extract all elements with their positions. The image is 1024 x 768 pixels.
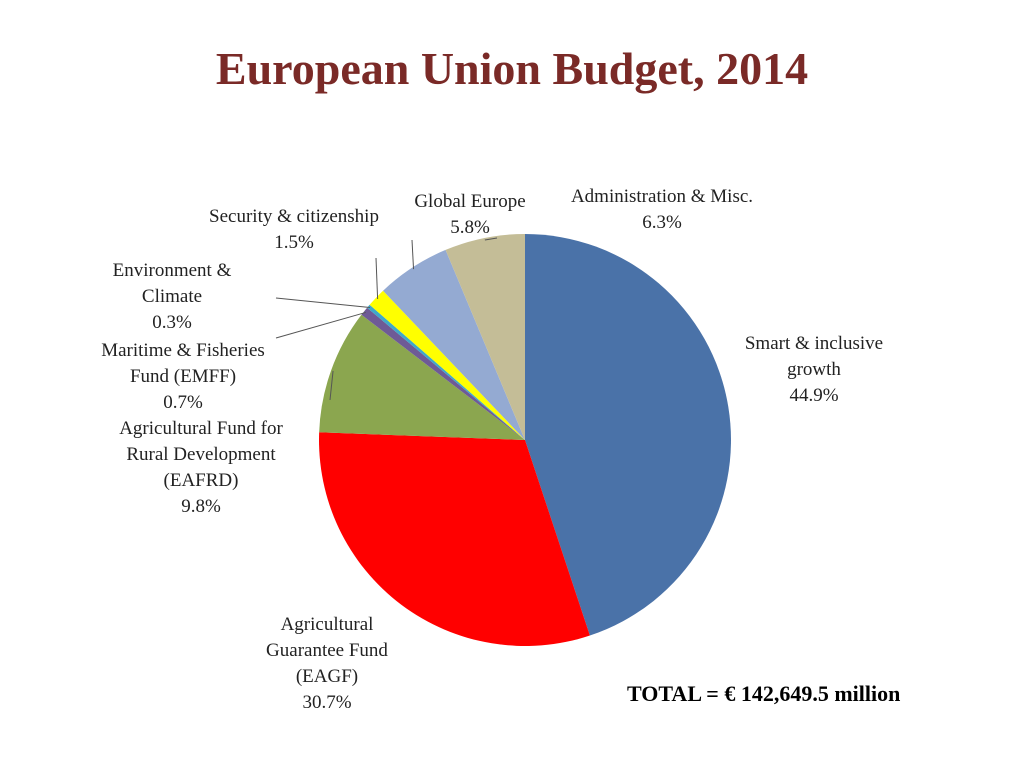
- slice-label-line: 9.8%: [181, 496, 221, 517]
- slice-label-line: growth: [787, 359, 841, 380]
- slice-label-line: Global Europe: [414, 191, 525, 212]
- slice-label-3: Maritime & Fisheries Fund (EMFF) 0.7%: [101, 340, 265, 413]
- pie-slice-0: [525, 234, 731, 636]
- pie-slice-7: [445, 234, 525, 440]
- pie-slice-6: [383, 249, 525, 440]
- pie-slices: [319, 234, 731, 646]
- slice-labels: Smart & inclusive growth 44.9% Agricultural…: [101, 186, 883, 713]
- slice-label-line: Maritime & Fisheries: [101, 340, 265, 361]
- slice-label-line: (EAGF): [296, 666, 358, 687]
- slice-label-line: (EAFRD): [164, 470, 239, 491]
- pie-slice-3: [361, 307, 525, 440]
- slice-label-0: Smart & inclusive growth 44.9%: [745, 333, 883, 406]
- slice-label-line: 6.3%: [642, 212, 682, 233]
- slice-label-line: 44.9%: [789, 385, 838, 406]
- slice-label-2: Agricultural Fund for Rural Development (E…: [119, 418, 283, 517]
- leader-lines: [275, 237, 498, 401]
- slice-label-5: Security & citizenship 1.5%: [209, 206, 379, 253]
- slice-label-line: Guarantee Fund: [266, 640, 388, 661]
- slice-label-line: 0.7%: [163, 392, 203, 413]
- slice-label-line: Security & citizenship: [209, 206, 379, 227]
- slice-label-line: 30.7%: [302, 692, 351, 713]
- pie-slice-2: [319, 314, 525, 440]
- slice-label-line: 1.5%: [274, 232, 314, 253]
- leader-line-6: [411, 239, 415, 270]
- pie-slice-4: [367, 304, 525, 440]
- pie-slice-5: [369, 290, 525, 440]
- slice-label-6: Global Europe 5.8%: [414, 191, 525, 238]
- slice-label-line: Agricultural Fund for: [119, 418, 283, 439]
- slice-label-line: Environment &: [113, 260, 232, 281]
- slice-label-line: Climate: [142, 286, 202, 307]
- slice-label-line: Smart & inclusive: [745, 333, 883, 354]
- slice-label-line: Administration & Misc.: [571, 186, 753, 207]
- slice-label-7: Administration & Misc. 6.3%: [571, 186, 753, 233]
- slice-label-line: 0.3%: [152, 312, 192, 333]
- slice-label-line: 5.8%: [450, 217, 490, 238]
- leader-line-2: [329, 370, 334, 401]
- slice-label-line: Fund (EMFF): [130, 366, 236, 387]
- leader-line-5: [375, 257, 379, 299]
- pie-slice-1: [319, 432, 590, 646]
- slice-label-line: Rural Development: [126, 444, 276, 465]
- leader-line-3: [275, 311, 366, 339]
- slice-label-line: Agricultural: [281, 614, 374, 635]
- total-label: TOTAL = € 142,649.5 million: [627, 681, 901, 706]
- chart-title: European Union Budget, 2014: [215, 43, 809, 94]
- leader-line-7: [484, 237, 498, 241]
- slice-label-4: Environment & Climate 0.3%: [113, 260, 232, 333]
- leader-line-4: [275, 297, 370, 309]
- slice-label-1: Agricultural Guarantee Fund (EAGF) 30.7%: [266, 614, 388, 713]
